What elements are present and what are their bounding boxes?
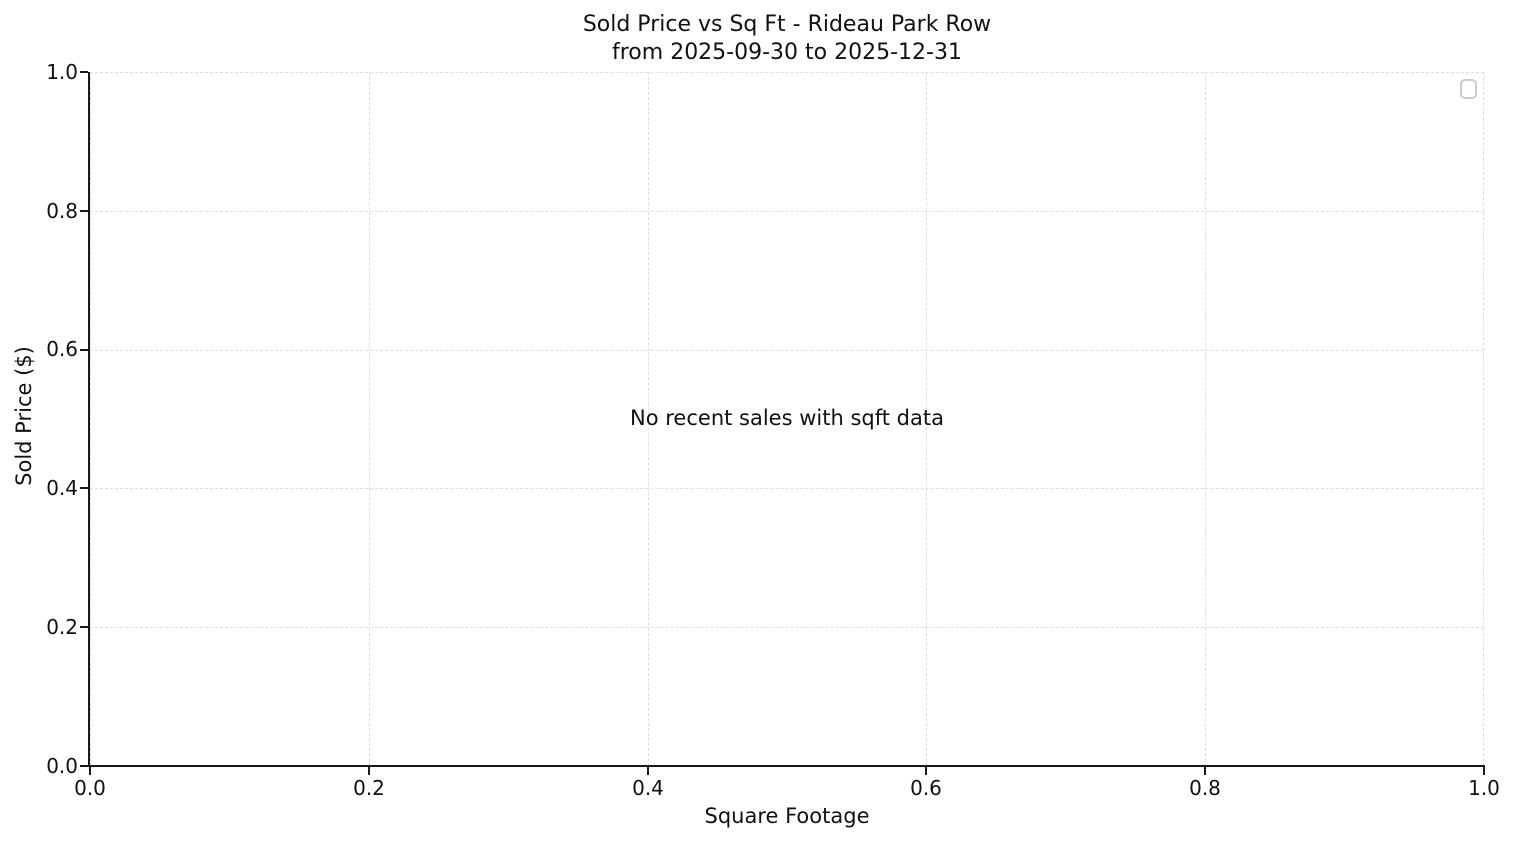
x-tick-4	[1204, 767, 1206, 775]
y-tick-2	[80, 487, 88, 489]
chart-title-line2: from 2025-09-30 to 2025-12-31	[612, 40, 962, 65]
plot-area: No recent sales with sqft data	[90, 72, 1484, 766]
y-tick-0	[80, 765, 88, 767]
no-data-annotation: No recent sales with sqft data	[630, 406, 944, 430]
gridline-y-4	[90, 210, 1484, 212]
x-tick-1	[368, 767, 370, 775]
gridline-x-2	[647, 72, 649, 766]
y-tick-label-1: 0.2	[46, 615, 78, 639]
y-tick-label-4: 0.8	[46, 199, 78, 223]
x-axis-label: Square Footage	[704, 804, 870, 828]
y-tick-label-3: 0.6	[46, 337, 78, 361]
legend-box	[1460, 79, 1477, 99]
gridline-y-3	[90, 349, 1484, 351]
x-tick-label-1: 0.2	[353, 776, 385, 800]
y-tick-label-5: 1.0	[46, 60, 78, 84]
y-tick-label-0: 0.0	[46, 754, 78, 778]
gridline-y-5	[90, 72, 1484, 73]
x-tick-label-2: 0.4	[632, 776, 664, 800]
y-tick-5	[80, 71, 88, 73]
x-tick-3	[925, 767, 927, 775]
y-tick-1	[80, 626, 88, 628]
y-tick-4	[80, 210, 88, 212]
x-tick-label-4: 0.8	[1189, 776, 1221, 800]
x-tick-label-3: 0.6	[910, 776, 942, 800]
gridline-x-0	[90, 72, 91, 766]
x-tick-label-0: 0.0	[74, 776, 106, 800]
gridline-y-1	[90, 627, 1484, 629]
x-tick-label-5: 1.0	[1468, 776, 1500, 800]
x-axis-spine	[88, 765, 1485, 767]
chart-title: Sold Price vs Sq Ft - Rideau Park Row fr…	[90, 11, 1484, 67]
gridline-x-5	[1483, 72, 1484, 766]
gridline-x-3	[926, 72, 928, 766]
y-tick-label-2: 0.4	[46, 476, 78, 500]
y-axis-label: Sold Price ($)	[12, 346, 36, 486]
x-tick-0	[89, 767, 91, 775]
y-tick-3	[80, 349, 88, 351]
x-tick-5	[1483, 767, 1485, 775]
gridline-x-4	[1205, 72, 1207, 766]
gridline-y-2	[90, 488, 1484, 490]
y-axis-spine	[88, 72, 90, 767]
x-tick-2	[647, 767, 649, 775]
gridline-x-1	[368, 72, 370, 766]
chart-title-line1: Sold Price vs Sq Ft - Rideau Park Row	[582, 12, 992, 37]
